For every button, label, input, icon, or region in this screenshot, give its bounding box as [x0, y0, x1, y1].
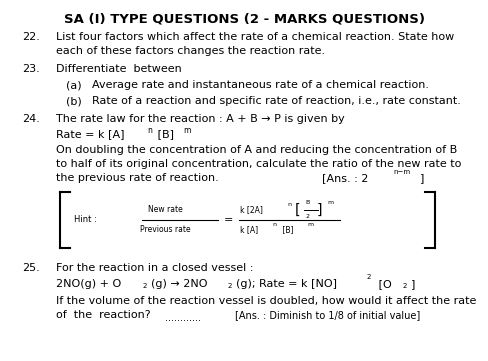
Text: [Ans. : 2: [Ans. : 2: [321, 173, 367, 183]
Text: (a): (a): [66, 80, 81, 90]
Text: If the volume of the reaction vessel is doubled, how would it affect the rate: If the volume of the reaction vessel is …: [56, 296, 475, 306]
Text: n−m: n−m: [392, 169, 409, 175]
Text: List four factors which affect the rate of a chemical reaction. State how: List four factors which affect the rate …: [56, 32, 453, 42]
Text: ]: ]: [316, 203, 322, 217]
Text: 2NO(g) + O: 2NO(g) + O: [56, 279, 121, 289]
Text: to half of its original concentration, calculate the ratio of the new rate to: to half of its original concentration, c…: [56, 159, 461, 169]
Text: (g); Rate = k [NO]: (g); Rate = k [NO]: [236, 279, 336, 289]
Text: On doubling the concentration of A and reducing the concentration of B: On doubling the concentration of A and r…: [56, 145, 456, 155]
Text: 2: 2: [305, 213, 308, 218]
Text: 22.: 22.: [22, 32, 40, 42]
Text: 2: 2: [227, 283, 232, 289]
Text: the previous rate of reaction.: the previous rate of reaction.: [56, 173, 218, 183]
Text: k [A]: k [A]: [240, 226, 258, 235]
Text: m: m: [183, 126, 190, 135]
Text: 25.: 25.: [22, 263, 40, 273]
Text: New rate: New rate: [148, 205, 183, 214]
Text: 24.: 24.: [22, 114, 40, 124]
Text: n: n: [271, 222, 275, 226]
Text: Hint :: Hint :: [74, 216, 97, 225]
Text: (g) → 2NO: (g) → 2NO: [151, 279, 207, 289]
Text: Previous rate: Previous rate: [140, 226, 190, 235]
Text: k [2A]: k [2A]: [240, 205, 263, 214]
Text: 2: 2: [402, 283, 407, 289]
Text: Differentiate  between: Differentiate between: [56, 64, 182, 74]
Text: 2: 2: [142, 283, 147, 289]
Text: ............: ............: [164, 313, 201, 323]
Text: Average rate and instantaneous rate of a chemical reaction.: Average rate and instantaneous rate of a…: [92, 80, 428, 90]
Text: 23.: 23.: [22, 64, 40, 74]
Text: [B]: [B]: [154, 129, 174, 139]
Text: B: B: [305, 200, 308, 205]
Text: Rate = k [A]: Rate = k [A]: [56, 129, 124, 139]
Text: n: n: [286, 201, 290, 206]
Text: m: m: [326, 200, 332, 205]
Text: ]: ]: [419, 173, 424, 183]
Text: SA (I) TYPE QUESTIONS (2 - MARKS QUESTIONS): SA (I) TYPE QUESTIONS (2 - MARKS QUESTIO…: [63, 12, 424, 25]
Text: [O: [O: [374, 279, 391, 289]
Text: The rate law for the reaction : A + B → P is given by: The rate law for the reaction : A + B → …: [56, 114, 344, 124]
Text: 2: 2: [366, 274, 370, 280]
Text: Rate of a reaction and specific rate of reaction, i.e., rate constant.: Rate of a reaction and specific rate of …: [92, 96, 460, 106]
Text: m: m: [306, 222, 312, 226]
Text: each of these factors changes the reaction rate.: each of these factors changes the reacti…: [56, 46, 325, 56]
Text: [Ans. : Diminish to 1/8 of initial value]: [Ans. : Diminish to 1/8 of initial value…: [235, 310, 419, 320]
Text: of  the  reaction?: of the reaction?: [56, 310, 150, 320]
Text: For the reaction in a closed vessel :: For the reaction in a closed vessel :: [56, 263, 253, 273]
Text: [: [: [294, 203, 300, 217]
Text: [B]: [B]: [280, 226, 293, 235]
Text: (b): (b): [66, 96, 81, 106]
Text: n: n: [147, 126, 152, 135]
Text: =: =: [224, 215, 233, 225]
Text: ]: ]: [410, 279, 414, 289]
